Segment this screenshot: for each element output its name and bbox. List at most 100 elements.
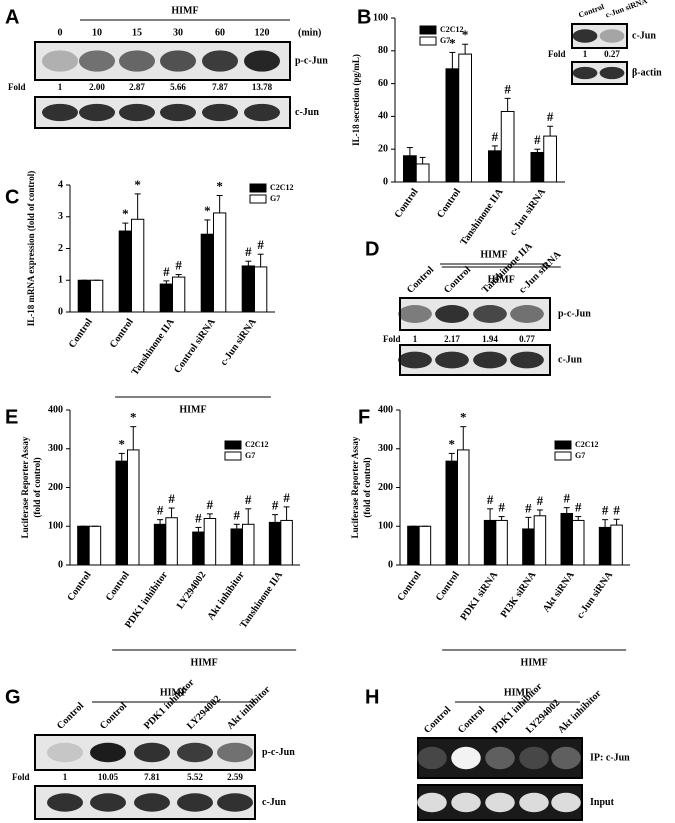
y-tick-label: 100 [373,12,388,23]
y-axis-label: IL-18 secretion (pg/mL) [351,54,361,146]
bar [457,449,470,566]
row-label: β-actin [632,67,662,78]
x-tick-label: Control [67,317,95,351]
blot-band [47,742,83,763]
y-tick-label: 300 [48,443,63,454]
blot-band [398,305,432,323]
blot-band [519,746,549,770]
y-tick-label: 400 [378,404,393,415]
blot-band [134,793,170,812]
bar [280,519,293,566]
y-tick-label: 60 [378,78,388,89]
significance-mark: # [547,109,554,124]
significance-mark: * [122,206,129,221]
bar [118,230,132,313]
panel-letter: D [365,238,379,260]
y-tick-label: 300 [378,443,393,454]
header-label: HIMF [160,687,187,698]
bar [572,519,585,566]
fold-label: Fold [548,49,566,59]
y-tick-label: 1 [58,275,63,286]
x-tick-label: PDK1 inhibitor [123,569,170,630]
y-tick-label: 0 [388,559,393,570]
y-tick-label: 40 [378,111,388,122]
bar [533,515,547,566]
bar [403,155,417,183]
blot-band [202,50,238,72]
y-tick-label: 100 [378,521,393,532]
bar [415,163,430,183]
lane-label: LY294002 [185,694,223,732]
blot-band [451,746,481,770]
bar [159,283,173,313]
row-label: p-c-Jun [262,747,295,758]
group-label: HIMF [191,657,218,668]
panel-letter: C [5,186,19,208]
fold-value: 10.05 [98,772,119,782]
x-tick-label: PDK1 siRNA [458,569,500,623]
x-tick-label: Tanshinone IIA [130,316,178,378]
row-label: IP: c-Jun [590,752,630,763]
y-tick-label: 0 [383,176,388,187]
fold-value: 1 [413,334,418,344]
x-tick-label: Control [395,570,423,604]
fold-value: 7.87 [212,82,228,92]
bar [88,525,102,566]
fold-value: 0.77 [519,334,535,344]
row-label: c-Jun [558,354,582,365]
significance-mark: # [487,492,494,507]
x-tick-label: Control [108,317,136,351]
blot-band [160,103,196,122]
bar [530,151,545,183]
blot-band [119,50,155,72]
significance-mark: # [163,264,170,279]
fold-value: 13.78 [252,82,273,92]
lane-label: Control [577,2,606,20]
significance-mark: * [204,203,211,218]
bar [445,68,460,183]
fold-label: Fold [383,334,401,344]
significance-mark: # [168,491,175,506]
lane-label: 60 [215,27,225,38]
group-label: HIMF [488,274,515,285]
legend-label: C2C12 [440,25,464,34]
blot-band [435,351,469,369]
bar [165,517,178,566]
x-tick-label: Control [434,570,462,604]
blot-band [451,792,481,813]
x-tick-label: Control [393,187,421,221]
blot-band [202,103,238,122]
panel-letter: H [365,686,379,708]
bar [483,519,497,566]
significance-mark: * [130,410,137,425]
y-axis-label: (fold of control) [32,457,42,517]
legend-label: G7 [575,451,585,460]
y-tick-label: 0 [58,559,63,570]
blot-band [177,793,213,812]
blot-band [217,742,253,763]
lane-label: 120 [255,27,270,38]
lane-label: 30 [173,27,183,38]
bar [213,212,227,313]
lane-label: Control [405,264,436,295]
blot-band [599,29,625,43]
blot-band [485,746,515,770]
fold-value: 5.66 [170,82,186,92]
y-tick-label: 100 [48,521,63,532]
bar [90,279,104,313]
row-label: c-Jun [295,107,319,118]
row-label: c-Jun [632,30,656,41]
significance-mark: * [134,177,141,192]
blot-band [79,103,115,122]
legend-label: C2C12 [575,440,599,449]
significance-mark: # [234,507,241,522]
bar [77,279,91,313]
y-tick-label: 400 [48,404,63,415]
lane-label: 0 [58,27,63,38]
legend-label: C2C12 [270,183,294,192]
blot-band [510,305,544,323]
lane-label: Control [442,264,473,295]
blot-band [177,742,213,763]
y-axis-label: Luciferase Reporter Assay [20,436,30,538]
